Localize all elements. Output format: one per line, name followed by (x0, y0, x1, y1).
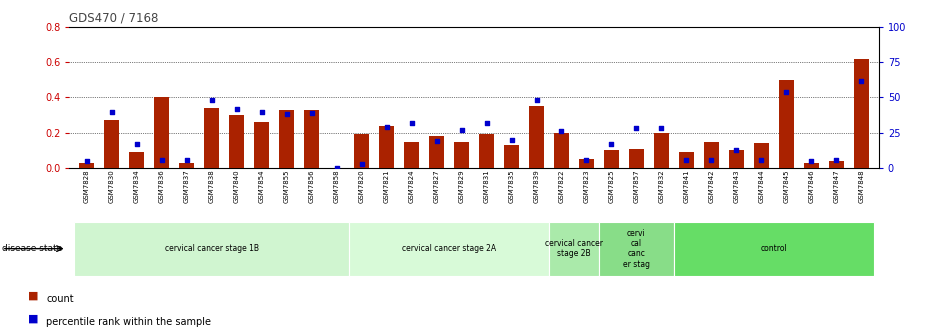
Bar (429, 136, 444, 168)
Bar (304, 110, 319, 168)
Bar (74, 222, 349, 276)
Point (854, 78, 869, 83)
Point (304, 110, 319, 116)
Point (229, 106, 244, 112)
Text: control: control (760, 244, 787, 253)
Bar (754, 143, 769, 168)
Bar (454, 141, 469, 168)
Point (804, 158, 819, 164)
Point (80, 158, 94, 164)
Bar (479, 134, 494, 168)
Text: percentile rank within the sample: percentile rank within the sample (46, 317, 211, 327)
Bar (154, 97, 169, 168)
Bar (674, 222, 874, 276)
Bar (529, 106, 544, 168)
Point (404, 120, 419, 126)
Point (379, 124, 394, 130)
Bar (504, 145, 519, 168)
Point (130, 141, 144, 147)
Bar (349, 222, 549, 276)
Point (204, 97, 219, 103)
Point (279, 112, 294, 117)
Point (704, 157, 719, 162)
Bar (179, 163, 194, 168)
Bar (779, 80, 794, 168)
Point (779, 89, 794, 94)
Text: ■: ■ (28, 314, 38, 324)
Point (754, 157, 769, 162)
Text: disease state: disease state (2, 244, 62, 253)
Point (629, 126, 644, 131)
Bar (254, 122, 269, 168)
Bar (579, 159, 594, 168)
Point (354, 161, 369, 166)
Point (429, 138, 444, 144)
Text: cervi
cal
canc
er stag: cervi cal canc er stag (623, 228, 650, 269)
Bar (729, 151, 744, 168)
Point (529, 97, 544, 103)
Point (579, 157, 594, 162)
Bar (829, 161, 844, 168)
Bar (229, 115, 244, 168)
Bar (404, 141, 419, 168)
Bar (105, 120, 119, 168)
Text: ■: ■ (28, 291, 38, 301)
Point (329, 165, 344, 171)
Bar (854, 59, 869, 168)
Point (504, 137, 519, 142)
Bar (80, 163, 94, 168)
Point (729, 147, 744, 152)
Bar (279, 110, 294, 168)
Bar (549, 222, 599, 276)
Text: cervical cancer stage 2A: cervical cancer stage 2A (402, 244, 496, 253)
Point (679, 157, 694, 162)
Bar (554, 133, 569, 168)
Bar (629, 149, 644, 168)
Point (105, 109, 119, 114)
Bar (354, 134, 369, 168)
Point (829, 157, 844, 162)
Text: cervical cancer
stage 2B: cervical cancer stage 2B (545, 239, 603, 258)
Bar (204, 108, 219, 168)
Bar (379, 126, 394, 168)
Bar (704, 141, 719, 168)
Point (479, 120, 494, 126)
Bar (679, 152, 694, 168)
Bar (654, 133, 669, 168)
Point (654, 126, 669, 131)
Bar (804, 163, 819, 168)
Point (604, 141, 619, 147)
Point (179, 157, 194, 162)
Text: GDS470 / 7168: GDS470 / 7168 (69, 11, 159, 24)
Text: cervical cancer stage 1B: cervical cancer stage 1B (165, 244, 259, 253)
Point (554, 129, 569, 134)
Point (454, 127, 469, 133)
Text: count: count (46, 294, 74, 304)
Point (154, 157, 169, 162)
Bar (130, 152, 144, 168)
Point (254, 109, 269, 114)
Bar (599, 222, 674, 276)
Bar (604, 151, 619, 168)
